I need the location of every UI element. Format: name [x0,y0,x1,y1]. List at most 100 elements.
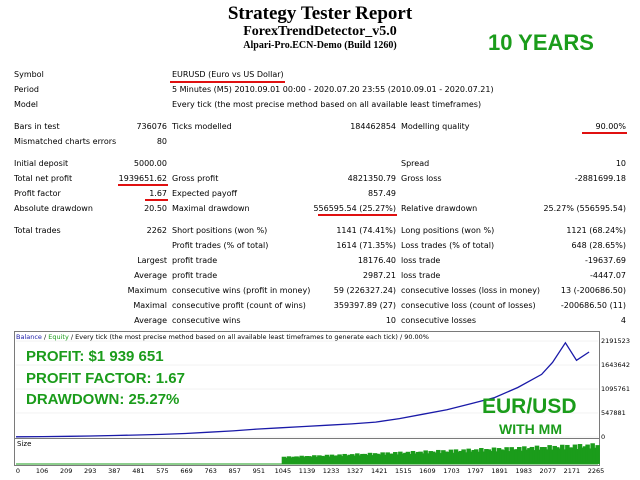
x-tick-label: 1983 [515,467,533,475]
x-tick-label: 1139 [298,467,316,475]
rel-drawdown-value: 25.27% (556595.54) [543,204,626,213]
profit-trades-label: Profit trades (% of total) [172,241,269,250]
size-bar [501,450,507,464]
quality-underline [582,132,627,134]
mismatched-label: Mismatched charts errors [14,137,117,146]
size-bar [562,449,568,464]
symbol-value: EURUSD (Euro vs US Dollar) [172,70,284,79]
size-bar [342,453,347,464]
report-title: Strategy Tester Report [227,3,413,24]
profit-factor-label: Profit factor [14,189,61,198]
spread-label: Spread [401,159,430,168]
avg-loss-label: loss trade [401,271,441,280]
size-bar [327,456,332,464]
period-label: Period [14,85,39,94]
size-bar [570,447,575,464]
size-bar [567,447,573,464]
largest-profit-label: profit trade [172,256,218,265]
x-tick-label: 2077 [539,467,557,475]
pair-label: EUR/USD [482,395,577,418]
size-bar [592,447,598,464]
rel-drawdown-label: Relative drawdown [401,204,478,213]
size-bar [590,443,595,464]
symbol-label: Symbol [14,70,44,79]
max-drawdown-underline [318,214,397,216]
period-value: 5 Minutes (M5) 2010.09.01 00:00 - 2020.0… [172,85,494,94]
expected-payoff-label: Expected payoff [172,189,237,198]
x-tick-label: 1421 [370,467,388,475]
size-bar [527,448,532,464]
y-tick-label: 1643642 [601,361,630,369]
size-bar [413,453,418,464]
quality-label: Modelling quality [401,122,470,131]
gross-loss-value: -2881699.18 [574,174,626,183]
size-bar [289,457,294,464]
size-bar [375,453,380,464]
size-bar [317,455,322,464]
size-bar [522,446,527,464]
size-bar [393,452,398,464]
balance-chart [15,340,598,438]
deposit-value: 5000.00 [133,159,167,168]
server-build: Alpari-Pro.ECN-Demo (Build 1260) [243,40,397,51]
size-bar [438,453,444,464]
size-bar [382,454,388,464]
maximal-consec-loss-value: -200686.50 (11) [560,301,626,310]
overlay-dd-value: 25.27% [128,391,180,408]
x-tick-label: 1797 [467,467,484,475]
avg-consec-losses-label: consecutive losses [401,316,477,325]
x-tick-label: 1515 [395,467,412,475]
loss-trades-label: Loss trades (% of total) [401,241,495,250]
largest-profit-value: 18176.40 [357,256,396,265]
expert-name: ForexTrendDetector_v5.0 [243,24,397,39]
size-bar [291,456,297,464]
size-bar [365,455,370,464]
size-bar [496,448,502,464]
size-bar [380,452,385,464]
overlay-pf-value: 1.67 [155,370,185,387]
size-bar [471,449,476,464]
x-tick-label: 1891 [491,467,508,475]
gross-loss-label: Gross loss [401,174,442,183]
x-tick-label: 293 [84,467,97,475]
size-bar [294,456,299,464]
overlay-pf-label: PROFIT FACTOR: [26,370,152,387]
overlay-profit-value: $1 939 651 [88,348,164,365]
size-bar [476,451,482,464]
total-trades-label: Total trades [14,226,61,235]
overlay-drawdown: DRAWDOWN: 25.27% [26,391,179,408]
largest-label: Largest [137,256,167,265]
avg-consec-losses-value: 4 [620,316,626,325]
size-bar [357,455,363,464]
x-tick-label: 763 [204,467,217,475]
size-bar [446,451,451,464]
abs-drawdown-label: Absolute drawdown [14,204,93,213]
size-bar [403,452,408,464]
size-bar [332,455,337,464]
largest-loss-value: -19637.69 [584,256,626,265]
quality-value: 90.00% [595,122,626,131]
size-bar [281,456,287,464]
size-bar [511,449,517,464]
avg-loss-value: -4447.07 [590,271,626,280]
size-bar [499,449,504,464]
size-bar [448,449,454,464]
size-bar [443,451,449,464]
y-tick-label: 0 [601,433,606,441]
bars-value: 736076 [136,122,167,131]
size-bar [428,451,433,464]
size-bar [309,456,315,464]
size-bar [532,450,537,464]
size-bar [506,451,512,464]
x-tick-label: 2171 [563,467,581,475]
model-value: Every tick (the most precise method base… [172,100,482,109]
deposit-label: Initial deposit [14,159,69,168]
size-bar [582,446,588,464]
chart-legend: Balance / Equity / Every tick (the most … [16,333,429,341]
size-bar [565,444,570,464]
size-bar [514,449,519,464]
size-bar [408,453,413,464]
x-tick-label: 0 [15,467,21,475]
max-consec-wins-label: consecutive wins (profit in money) [172,286,311,295]
size-bar [463,452,469,464]
